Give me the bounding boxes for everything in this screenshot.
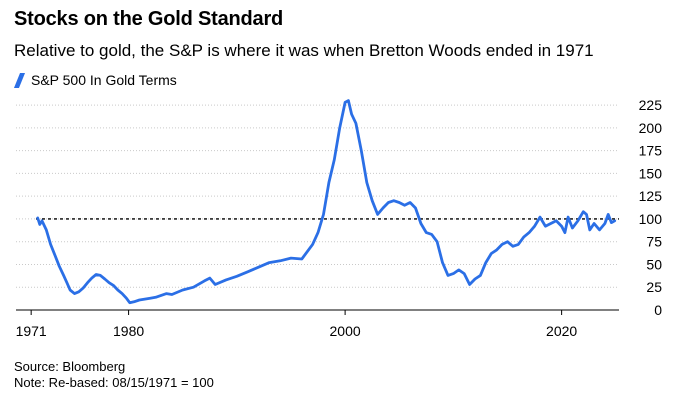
y-tick-label: 50 [646, 256, 662, 272]
y-tick-label: 225 [639, 97, 663, 113]
y-tick-label: 0 [654, 302, 662, 318]
axes: 0 25 50 75 100 125 150 175 200 225 1971 1980 2000 202… [16, 97, 663, 339]
y-tick-label: 175 [639, 143, 663, 159]
x-tick-label: 1980 [113, 323, 144, 339]
series-line-sp500-gold [36, 99, 617, 305]
y-tick-label: 75 [646, 234, 662, 250]
y-tick-label: 150 [639, 165, 663, 181]
x-tick-label: 2020 [546, 323, 577, 339]
chart-subtitle: Relative to gold, the S&P is where it wa… [14, 41, 594, 60]
rebase-note: Note: Re-based: 08/15/1971 = 100 [14, 375, 214, 390]
legend-label: S&P 500 In Gold Terms [31, 72, 177, 88]
source-note: Source: Bloomberg [14, 359, 126, 374]
y-tick-label: 125 [639, 188, 663, 204]
y-tick-label: 25 [646, 279, 662, 295]
x-tick-label: 2000 [330, 323, 361, 339]
chart-title: Stocks on the Gold Standard [14, 8, 284, 30]
grid [16, 104, 619, 288]
y-tick-label: 200 [639, 120, 663, 136]
y-tick-label: 100 [639, 211, 663, 227]
legend: S&P 500 In Gold Terms [13, 72, 177, 88]
series-group [36, 99, 617, 305]
x-tick-label: 1971 [16, 323, 47, 339]
